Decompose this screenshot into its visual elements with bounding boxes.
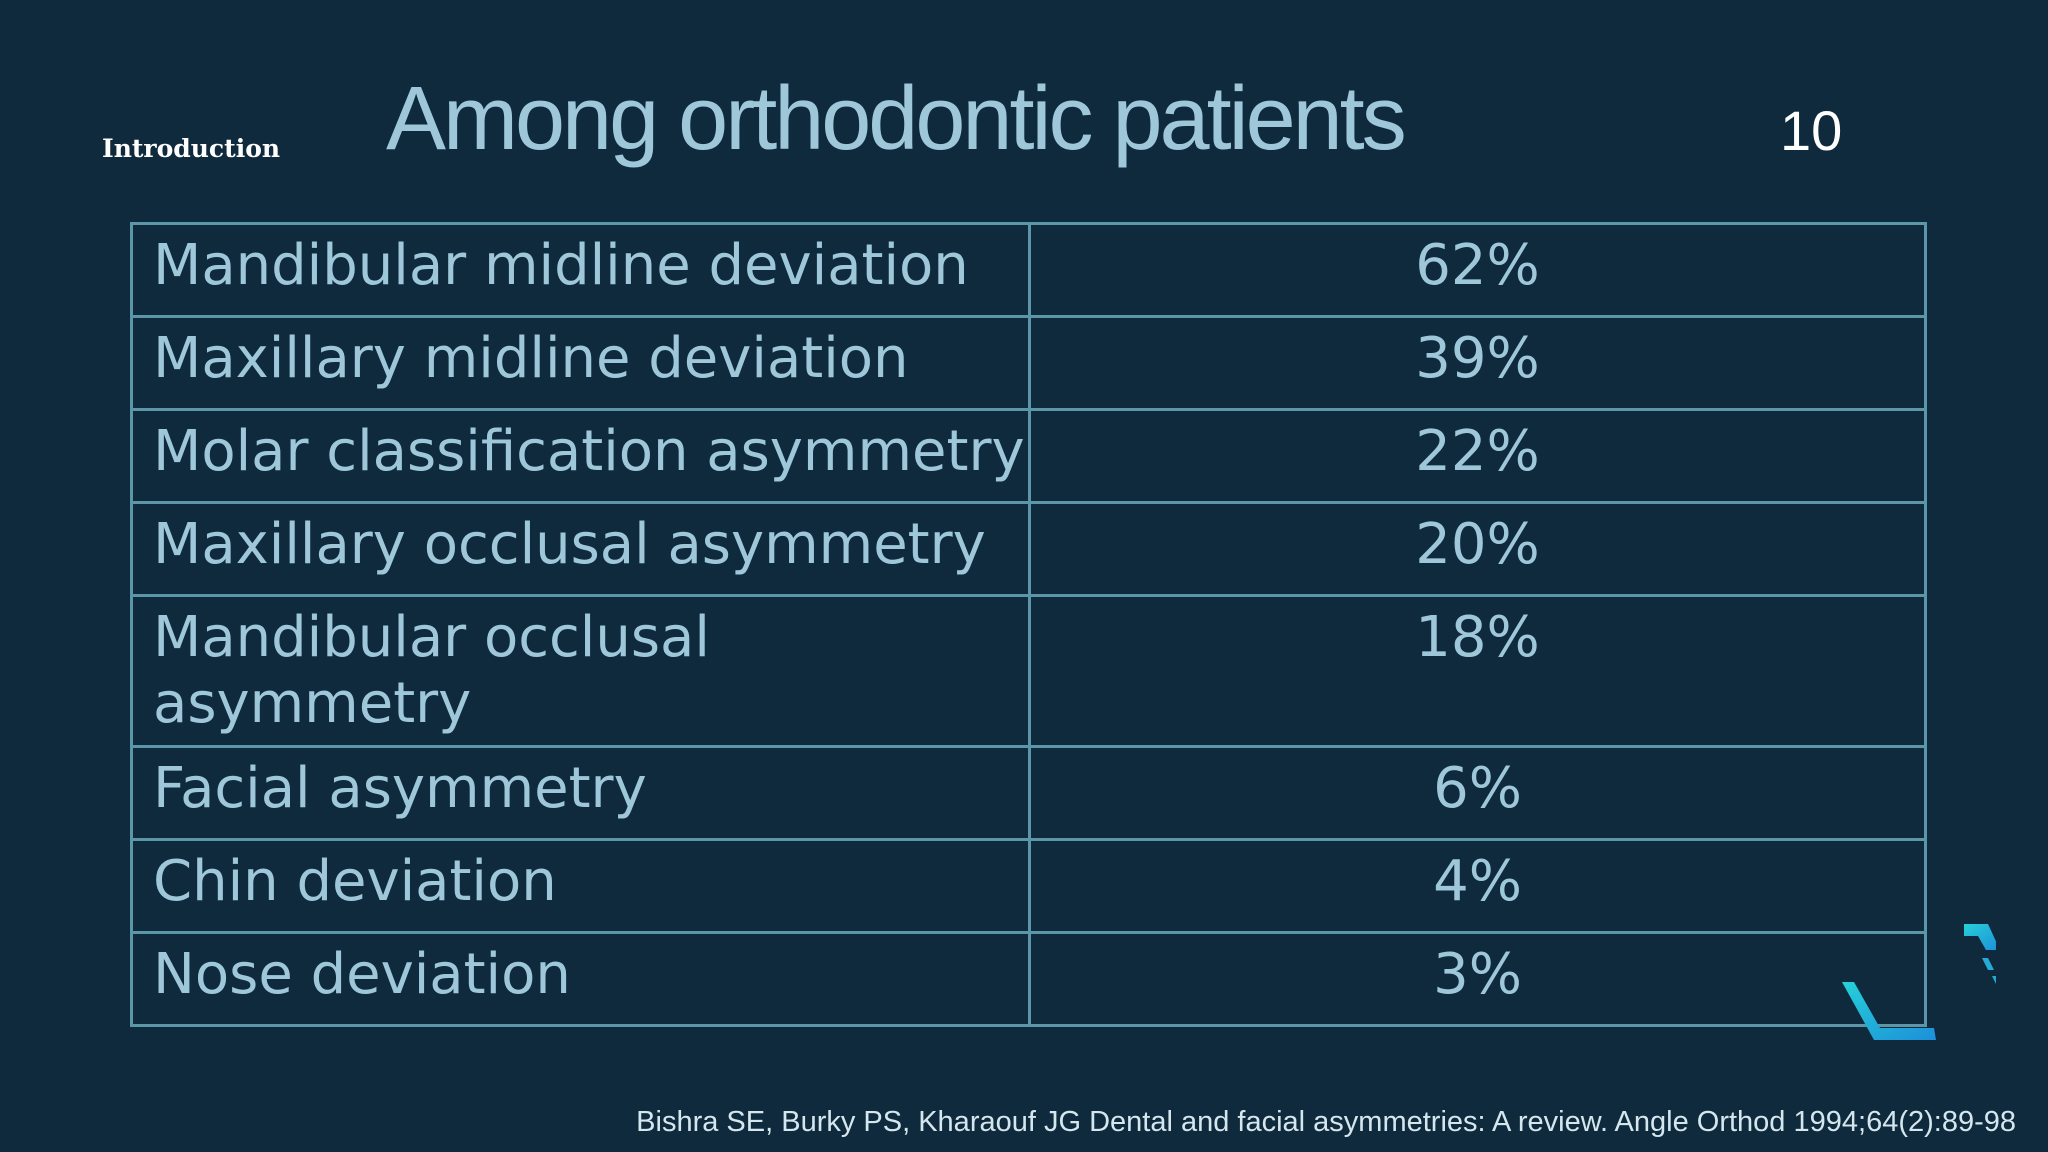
row-label: Maxillary midline deviation [130, 315, 1031, 411]
table-row: Mandibular midline deviation 62% [130, 222, 1927, 318]
table-row: Mandibular occlusal asymmetry 18% [130, 594, 1927, 748]
section-label: Introduction [102, 134, 281, 163]
row-value: 4% [1028, 838, 1927, 934]
row-value: 18% [1028, 594, 1927, 748]
row-value: 20% [1028, 501, 1927, 597]
row-label: Molar classification asymmetry [130, 408, 1031, 504]
table-row: Maxillary midline deviation 39% [130, 315, 1927, 411]
row-value: 22% [1028, 408, 1927, 504]
row-value: 62% [1028, 222, 1927, 318]
row-value: 6% [1028, 745, 1927, 841]
row-label: Mandibular occlusal asymmetry [130, 594, 1031, 748]
slide-title: Among orthodontic patients [386, 69, 1407, 169]
table-row: Facial asymmetry 6% [130, 745, 1927, 841]
row-label: Chin deviation [130, 838, 1031, 934]
table-row: Maxillary occlusal asymmetry 20% [130, 501, 1927, 597]
table-row: Chin deviation 4% [130, 838, 1927, 934]
row-value: 39% [1028, 315, 1927, 411]
row-label: Facial asymmetry [130, 745, 1031, 841]
asymmetry-table: Mandibular midline deviation 62% Maxilla… [130, 222, 1927, 1027]
table-row: Molar classification asymmetry 22% [130, 408, 1927, 504]
row-label: Maxillary occlusal asymmetry [130, 501, 1031, 597]
citation: Bishra SE, Burky PS, Kharaouf JG Dental … [636, 1106, 2016, 1138]
row-value: 3% [1028, 931, 1927, 1027]
row-label: Nose deviation [130, 931, 1031, 1027]
row-label: Mandibular midline deviation [130, 222, 1031, 318]
hexagon-fragment-icon [1842, 924, 1996, 1040]
table-row: Nose deviation 3% [130, 931, 1927, 1027]
slide-number: 10 [1780, 99, 1843, 162]
